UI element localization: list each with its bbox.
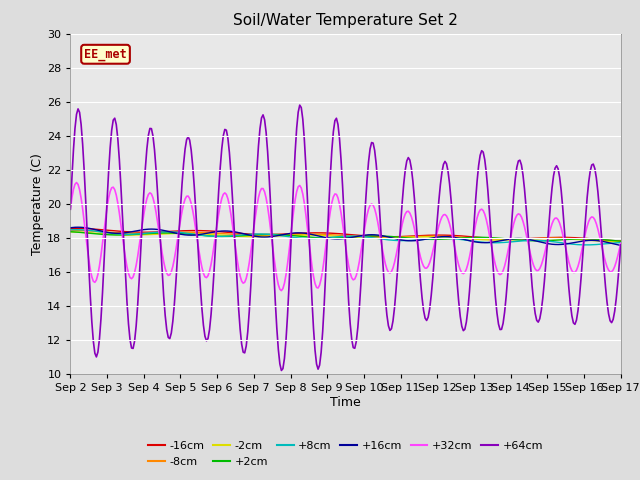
-16cm <box>617 238 625 244</box>
+32cm <box>83 244 91 250</box>
-16cm <box>68 226 76 231</box>
-2cm <box>411 234 419 240</box>
+64cm <box>169 318 177 324</box>
+32cm <box>73 180 81 185</box>
+8cm <box>67 227 74 233</box>
+32cm <box>617 240 625 246</box>
+2cm <box>67 229 74 235</box>
+32cm <box>553 215 561 221</box>
-2cm <box>398 235 406 240</box>
+32cm <box>278 288 285 293</box>
-8cm <box>411 234 419 240</box>
+64cm <box>296 102 303 108</box>
+2cm <box>169 230 177 236</box>
+8cm <box>551 239 559 245</box>
+8cm <box>83 228 91 233</box>
+64cm <box>413 237 421 243</box>
+16cm <box>381 233 389 239</box>
+32cm <box>383 266 390 272</box>
Line: -8cm: -8cm <box>70 230 621 241</box>
+32cm <box>413 240 421 246</box>
+8cm <box>412 237 420 243</box>
Title: Soil/Water Temperature Set 2: Soil/Water Temperature Set 2 <box>233 13 458 28</box>
-2cm <box>169 231 177 237</box>
+8cm <box>617 240 625 245</box>
-2cm <box>67 229 74 235</box>
Line: +16cm: +16cm <box>70 227 621 245</box>
+16cm <box>551 241 559 247</box>
Line: -16cm: -16cm <box>70 228 621 241</box>
+16cm <box>83 225 91 231</box>
+8cm <box>170 229 178 235</box>
-16cm <box>400 234 408 240</box>
+64cm <box>82 197 90 203</box>
+64cm <box>553 163 561 168</box>
Line: +64cm: +64cm <box>70 105 621 371</box>
Y-axis label: Temperature (C): Temperature (C) <box>31 153 44 255</box>
-8cm <box>169 229 177 235</box>
+8cm <box>582 242 589 248</box>
+8cm <box>73 227 81 233</box>
-8cm <box>82 228 90 234</box>
-8cm <box>617 239 625 244</box>
-16cm <box>381 234 389 240</box>
-16cm <box>67 226 74 231</box>
Text: EE_met: EE_met <box>84 48 127 61</box>
+64cm <box>278 368 285 373</box>
+64cm <box>67 206 74 212</box>
-16cm <box>83 226 91 231</box>
+2cm <box>82 230 90 236</box>
-16cm <box>412 233 420 239</box>
-8cm <box>67 228 74 233</box>
-2cm <box>617 239 625 245</box>
+16cm <box>74 224 82 230</box>
-16cm <box>170 228 178 234</box>
+2cm <box>411 236 419 241</box>
+2cm <box>550 238 557 243</box>
+2cm <box>398 235 406 240</box>
-8cm <box>380 234 388 240</box>
+32cm <box>170 256 178 262</box>
-2cm <box>380 235 388 241</box>
-8cm <box>398 234 406 240</box>
+32cm <box>67 205 74 211</box>
+32cm <box>401 211 409 217</box>
Line: +8cm: +8cm <box>70 230 621 245</box>
Line: -2cm: -2cm <box>70 232 621 242</box>
+16cm <box>67 225 74 230</box>
+2cm <box>617 239 625 244</box>
+64cm <box>617 242 625 248</box>
Line: +32cm: +32cm <box>70 182 621 290</box>
+16cm <box>412 238 420 243</box>
-2cm <box>82 229 90 235</box>
+8cm <box>400 238 408 243</box>
+16cm <box>170 230 178 236</box>
-16cm <box>551 235 559 240</box>
-8cm <box>550 235 557 241</box>
+16cm <box>617 242 625 248</box>
+2cm <box>380 233 388 239</box>
X-axis label: Time: Time <box>330 396 361 409</box>
+8cm <box>381 237 389 242</box>
-2cm <box>550 236 557 241</box>
+64cm <box>401 168 409 173</box>
+64cm <box>383 312 390 318</box>
+16cm <box>400 238 408 243</box>
Legend: -16cm, -8cm, -2cm, +2cm, +8cm, +16cm, +32cm, +64cm: -16cm, -8cm, -2cm, +2cm, +8cm, +16cm, +3… <box>144 437 547 471</box>
Line: +2cm: +2cm <box>70 232 621 241</box>
